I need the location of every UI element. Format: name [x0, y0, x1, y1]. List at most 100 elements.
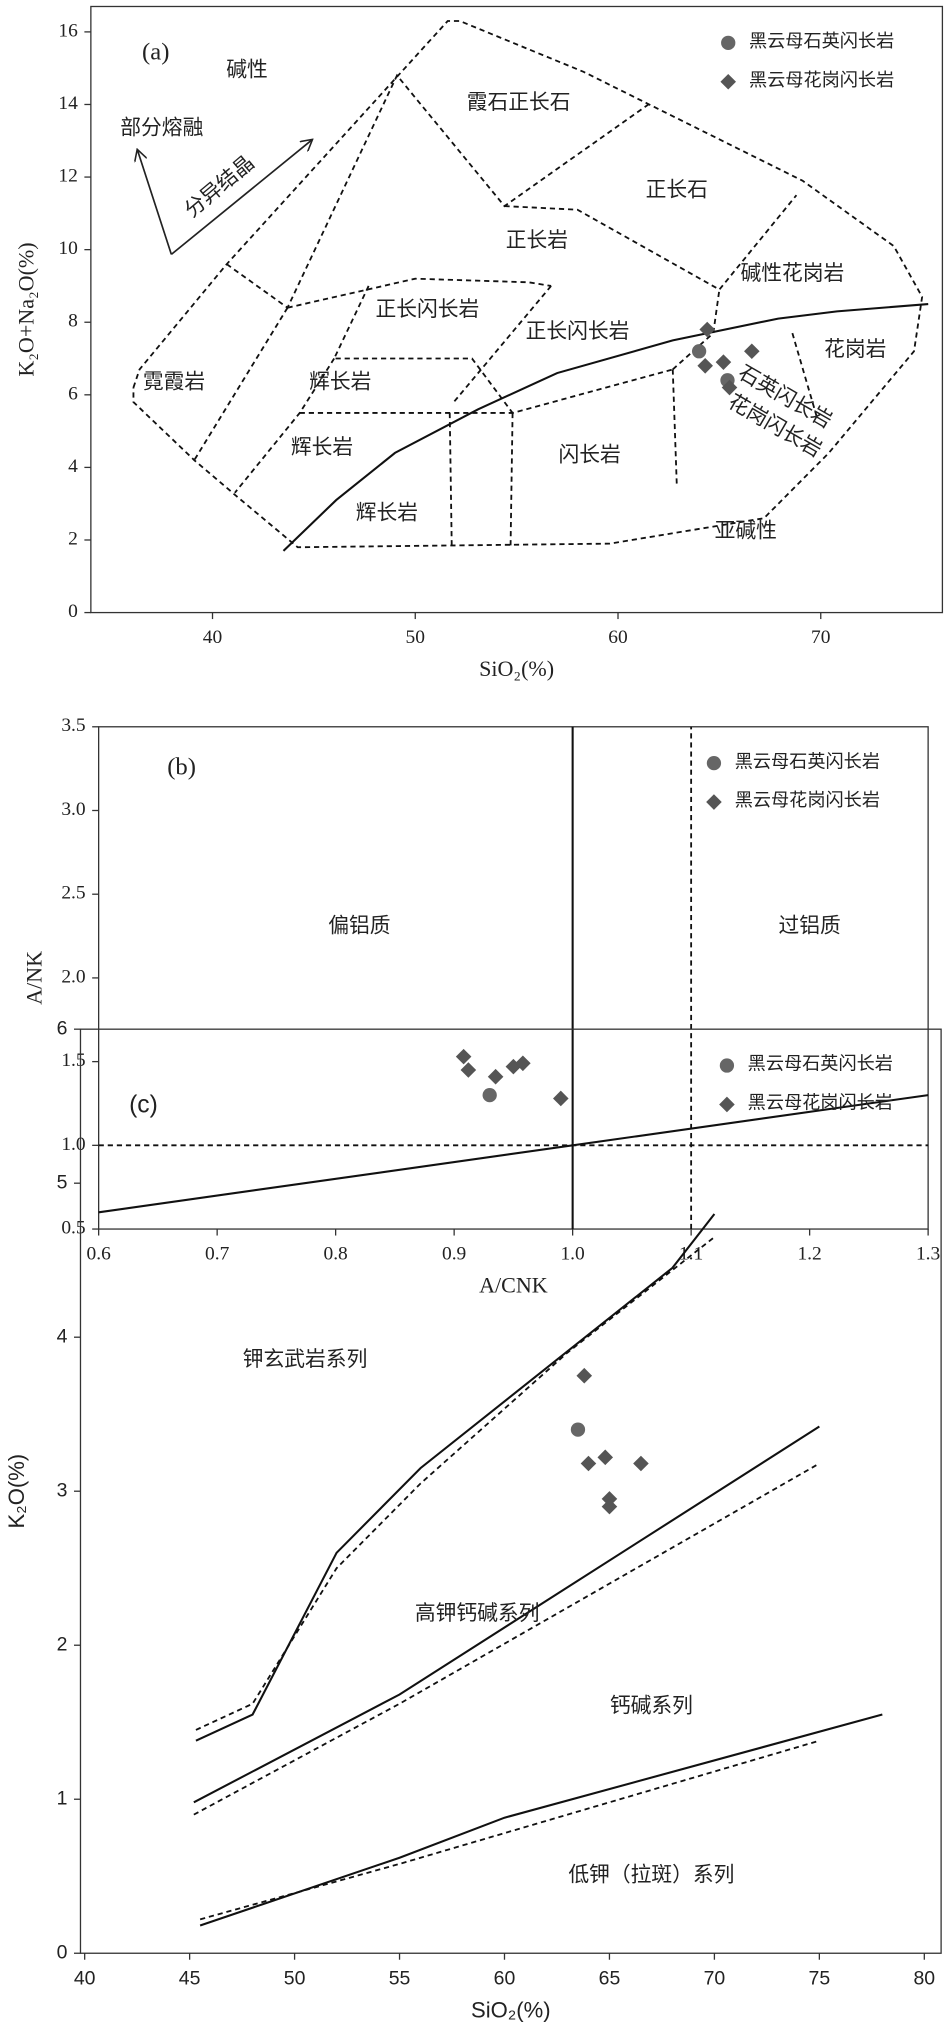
legend-marker: [706, 794, 722, 810]
boundary-line: [504, 194, 798, 291]
boundary-line: [193, 307, 289, 461]
plot-frame: [90, 5, 944, 614]
x-tick-label: 50: [284, 1967, 306, 1989]
y-tick-label: 6: [68, 383, 78, 404]
annotation: 正长闪长岩: [526, 320, 630, 343]
x-tick-label: 70: [811, 627, 830, 648]
x-tick-label: 1.1: [679, 1243, 703, 1264]
boundary-line: [234, 358, 335, 494]
legend-label: 黑云母石英闪长岩: [735, 751, 880, 771]
y-tick-label: 2: [57, 1633, 68, 1655]
y-tick-label: 0: [57, 1941, 68, 1963]
boundary-line: [132, 20, 924, 549]
y-tick-label: 8: [68, 311, 78, 332]
y-tick-label: 2.5: [61, 883, 85, 904]
boundary-line: [287, 277, 552, 309]
annotation: 霓霞岩: [143, 371, 205, 394]
annotation: 碱性花岗岩: [740, 262, 844, 285]
boundary-line: [199, 1739, 820, 1921]
annotation: 辉长岩: [356, 501, 418, 524]
x-tick-label: 40: [203, 627, 222, 648]
y-tick-label: 14: [58, 93, 78, 114]
crystallization-arrow: [170, 140, 311, 256]
data-point: [580, 1455, 597, 1472]
boundary-line: [195, 1213, 716, 1742]
data-point: [482, 1087, 497, 1103]
annotation: 偏铝质: [328, 914, 390, 937]
legend-label: 黑云母花岗闪长岩: [749, 70, 894, 90]
x-tick-label: 60: [494, 1967, 516, 1989]
data-point: [487, 1068, 504, 1085]
legend-marker: [719, 1058, 735, 1073]
boundary-line: [509, 412, 514, 548]
data-point: [576, 1367, 593, 1384]
boundary-line: [453, 285, 552, 403]
annotation: 部分熔融: [120, 117, 203, 140]
annotation: 分异结晶: [180, 151, 258, 222]
data-point: [699, 321, 716, 338]
annotation: (a): [142, 38, 169, 65]
boundary-line: [332, 285, 514, 414]
legend-label: 黑云母石英闪长岩: [749, 31, 894, 51]
x-tick-label: 70: [704, 1967, 726, 1989]
y-tick-label: 3: [57, 1479, 68, 1501]
x-tick-label: 55: [389, 1967, 411, 1989]
annotation: 正长岩: [506, 229, 568, 252]
x-tick-label: 50: [406, 627, 425, 648]
annotation: 亚碱性: [715, 519, 777, 542]
data-point: [570, 1422, 586, 1437]
annotation: 辉长岩: [309, 371, 371, 394]
y-tick-label: 2.0: [61, 966, 85, 987]
x-tick-label: 0.7: [205, 1243, 230, 1264]
annotation: 钙碱系列: [610, 1694, 693, 1717]
boundary-line: [193, 1425, 820, 1804]
data-point: [744, 343, 760, 360]
x-tick-label: 1.0: [560, 1243, 584, 1264]
annotation: 钾玄武岩系列: [243, 1348, 368, 1371]
y-tick-label: 10: [58, 238, 77, 259]
legend-marker: [721, 35, 736, 50]
x-axis-title: SiO₂(%): [479, 656, 554, 681]
data-point: [633, 1455, 649, 1472]
annotation: (c): [129, 1092, 158, 1119]
y-tick-label: 0.5: [61, 1218, 85, 1239]
boundary-line: [226, 73, 649, 310]
y-tick-label: 4: [57, 1325, 68, 1347]
boundary-line: [448, 412, 453, 548]
y-tick-label: 16: [58, 20, 78, 41]
x-tick-label: 45: [179, 1967, 201, 1989]
data-point: [721, 379, 738, 396]
boundary-line: [282, 303, 929, 552]
y-tick-label: 3.5: [61, 715, 85, 736]
legend-marker: [720, 73, 737, 90]
boundary-line: [193, 1462, 820, 1816]
x-axis-title: SiO₂(%): [471, 1997, 551, 2022]
annotation: 正长闪长岩: [376, 298, 480, 321]
x-tick-label: 0.8: [323, 1243, 347, 1264]
x-tick-label: 1.3: [916, 1243, 940, 1264]
annotation: 辉长岩: [291, 436, 353, 459]
annotation: 高钾钙碱系列: [415, 1602, 540, 1625]
annotation: 闪长岩: [558, 443, 620, 466]
data-point: [455, 1048, 472, 1065]
boundary-line: [671, 369, 678, 486]
data-point: [691, 344, 707, 359]
annotation: 正长石: [646, 178, 708, 201]
data-point: [697, 357, 713, 374]
x-tick-label: 65: [599, 1967, 621, 1989]
legend-label: 黑云母花岗闪长岩: [735, 790, 880, 810]
boundary-line: [195, 1236, 715, 1731]
legend-label: 黑云母花岗闪长岩: [748, 1093, 893, 1113]
x-tick-label: 40: [74, 1967, 96, 1989]
y-tick-label: 1.5: [61, 1050, 85, 1071]
x-tick-label: 1.2: [797, 1243, 821, 1264]
x-tick-label: 80: [913, 1967, 935, 1989]
plot-frame: [79, 1028, 942, 1954]
annotation: 过铝质: [778, 914, 840, 937]
x-tick-label: 75: [809, 1967, 831, 1989]
data-point: [552, 1090, 569, 1107]
x-tick-label: 0.6: [86, 1243, 111, 1264]
data-point: [597, 1449, 614, 1466]
y-tick-label: 6: [57, 1017, 68, 1039]
